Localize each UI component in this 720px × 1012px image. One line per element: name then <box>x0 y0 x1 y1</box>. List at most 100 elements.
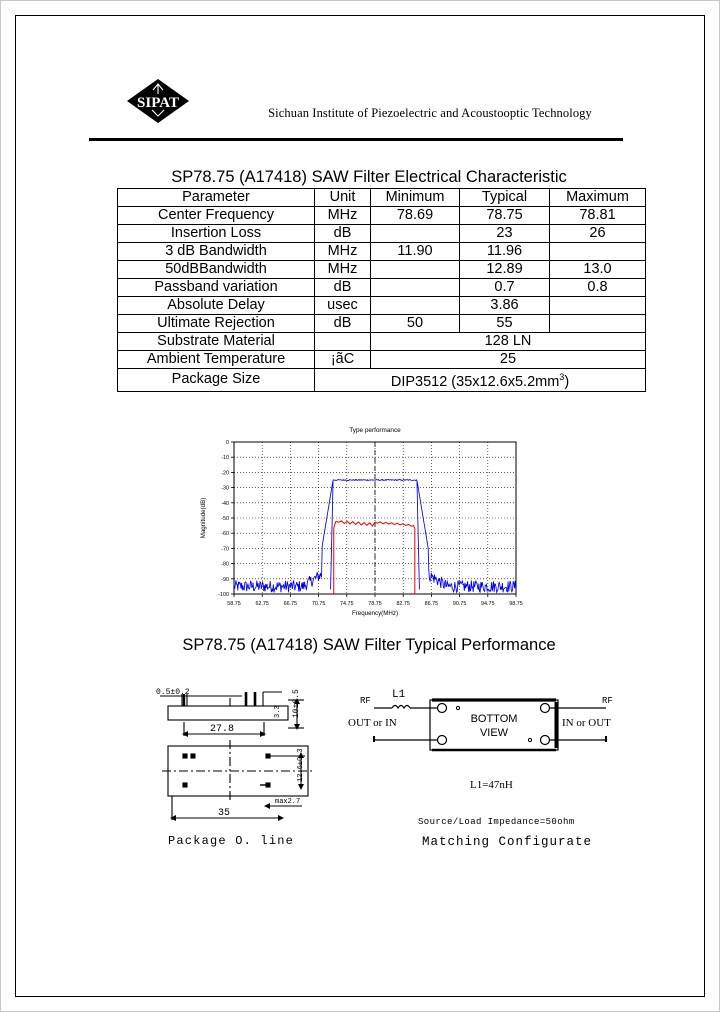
cell-parameter: 3 dB Bandwidth <box>117 242 315 261</box>
table-row: Substrate Material 128 LN <box>117 332 646 351</box>
cell-minimum: 11.90 <box>370 242 460 261</box>
page-border: SIPAT Sichuan Institute of Piezoelectric… <box>15 15 705 997</box>
impedance-note: Source/Load Impedance=50ohm <box>418 817 575 827</box>
dim-length-total: 35 <box>218 808 230 819</box>
cell-typical: 11.96 <box>459 242 550 261</box>
cell-maximum <box>549 242 646 261</box>
chart-caption: SP78.75 (A17418) SAW Filter Typical Perf… <box>182 636 556 654</box>
logo-text: SIPAT <box>137 95 179 111</box>
spec-table-title: SP78.75 (A17418) SAW Filter Electrical C… <box>171 168 567 186</box>
column-header: Parameter <box>117 188 315 207</box>
cell-unit: MHz <box>314 260 371 279</box>
cell-parameter: Insertion Loss <box>117 224 315 243</box>
cell-parameter: Passband variation <box>117 278 315 297</box>
cell-minimum: 78.69 <box>370 206 460 225</box>
y-tick-label: -10 <box>221 455 229 461</box>
cell-parameter: Ambient Temperature <box>117 350 315 369</box>
cell-unit <box>314 332 371 351</box>
cell-minimum <box>370 260 460 279</box>
dim-width-right: 12.6±0.3 <box>297 748 305 782</box>
cell-unit: usec <box>314 296 371 315</box>
cell-parameter: Center Frequency <box>117 206 315 225</box>
dim-length-inner: 27.8 <box>210 724 234 735</box>
y-tick-label: -80 <box>221 562 229 568</box>
y-tick-label: 0 <box>226 440 229 446</box>
x-tick-label: 70.75 <box>312 601 326 607</box>
page-header: SIPAT Sichuan Institute of Piezoelectric… <box>102 76 622 146</box>
organization-name: Sichuan Institute of Piezoelectric and A… <box>268 106 592 120</box>
y-tick-label: -100 <box>218 592 229 598</box>
matching-configuration-drawing: RF L1 OUT or IN RF IN or OUT BOTTOM VIEW… <box>334 678 634 858</box>
cell-parameter: 50dBBandwidth <box>117 260 315 279</box>
cell-maximum: 13.0 <box>549 260 646 279</box>
table-row: Ultimate Rejection dB 50 55 <box>117 314 646 333</box>
cell-package-size: DIP3512 (35x12.6x5.2mm3) <box>314 368 646 392</box>
table-row: Passband variation dB 0.7 0.8 <box>117 278 646 297</box>
cell-typical: 78.75 <box>459 206 550 225</box>
x-tick-label: 82.75 <box>396 601 410 607</box>
table-header-row: Parameter Unit Minimum Typical Maximum <box>117 188 646 207</box>
body-label-line2: VIEW <box>480 727 509 739</box>
cell-typical: 12.89 <box>459 260 550 279</box>
cell-maximum: 0.8 <box>549 278 646 297</box>
port-left-top-label: RF <box>360 696 371 706</box>
trace-wideband-skirt-left <box>330 481 334 590</box>
cell-typical: 23 <box>459 224 550 243</box>
x-tick-label: 98.75 <box>509 601 523 607</box>
cell-value-span: 128 LN <box>370 332 646 351</box>
cell-parameter: Ultimate Rejection <box>117 314 315 333</box>
cell-unit: dB <box>314 224 371 243</box>
x-tick-label: 94.75 <box>481 601 495 607</box>
cell-parameter: Substrate Material <box>117 332 315 351</box>
y-tick-label: -90 <box>221 577 229 583</box>
cell-parameter: Package Size <box>117 368 315 392</box>
diamond-logo-icon: SIPAT <box>127 79 189 123</box>
column-header: Maximum <box>549 188 646 207</box>
cell-typical: 0.7 <box>459 278 550 297</box>
cell-minimum: 50 <box>370 314 460 333</box>
inductor-value-note: L1=47nH <box>470 779 513 791</box>
cell-maximum <box>549 296 646 315</box>
trace-wideband-skirt-right <box>416 481 420 590</box>
x-axis-label: Frequency(MHz) <box>352 610 398 617</box>
cell-minimum <box>370 296 460 315</box>
y-tick-label: -70 <box>221 546 229 552</box>
chart-title: Type performance <box>349 427 401 434</box>
y-tick-label: -40 <box>221 501 229 507</box>
package-outline-drawing: 0.5±0.2 10±0.5 3.3 27.8 12.6±0.3 max2.7 … <box>142 678 357 858</box>
cell-maximum <box>549 314 646 333</box>
x-tick-label: 74.75 <box>340 601 354 607</box>
cell-minimum <box>370 224 460 243</box>
cell-typical: 3.86 <box>459 296 550 315</box>
y-tick-label: -30 <box>221 486 229 492</box>
body-label-line1: BOTTOM <box>471 713 518 725</box>
y-tick-label: -20 <box>221 470 229 476</box>
trace-ripple <box>333 520 416 594</box>
cell-unit: ¡ãC <box>314 350 371 369</box>
dim-height-right: 10±0.5 <box>292 689 301 718</box>
y-axis-label: Magnitude(dB) <box>200 498 207 539</box>
cell-maximum: 78.81 <box>549 206 646 225</box>
port-left-bottom-label: OUT or IN <box>348 717 397 729</box>
column-header: Minimum <box>370 188 460 207</box>
y-tick-label: -50 <box>221 516 229 522</box>
x-tick-label: 90.75 <box>453 601 467 607</box>
cell-value-span: 25 <box>370 350 646 369</box>
header-rule <box>89 138 623 141</box>
column-header: Typical <box>459 188 550 207</box>
trace-wideband <box>233 478 517 594</box>
table-row: 3 dB Bandwidth MHz 11.90 11.96 <box>117 242 646 261</box>
x-tick-label: 62.75 <box>255 601 269 607</box>
spec-table: Parameter Unit Minimum Typical Maximum Center… <box>117 188 646 392</box>
package-drawing-caption: Package O. line <box>168 834 294 848</box>
cell-unit: MHz <box>314 206 371 225</box>
dim-lead-note: 0.5±0.2 <box>156 688 190 697</box>
cell-maximum: 26 <box>549 224 646 243</box>
table-row: Ambient Temperature ¡ãC 25 <box>117 350 646 369</box>
column-header: Unit <box>314 188 371 207</box>
x-tick-label: 78.75 <box>368 601 382 607</box>
cell-unit: dB <box>314 278 371 297</box>
table-row: Package Size DIP3512 (35x12.6x5.2mm3) <box>117 368 646 392</box>
dim-pin-pitch: max2.7 <box>275 798 300 806</box>
